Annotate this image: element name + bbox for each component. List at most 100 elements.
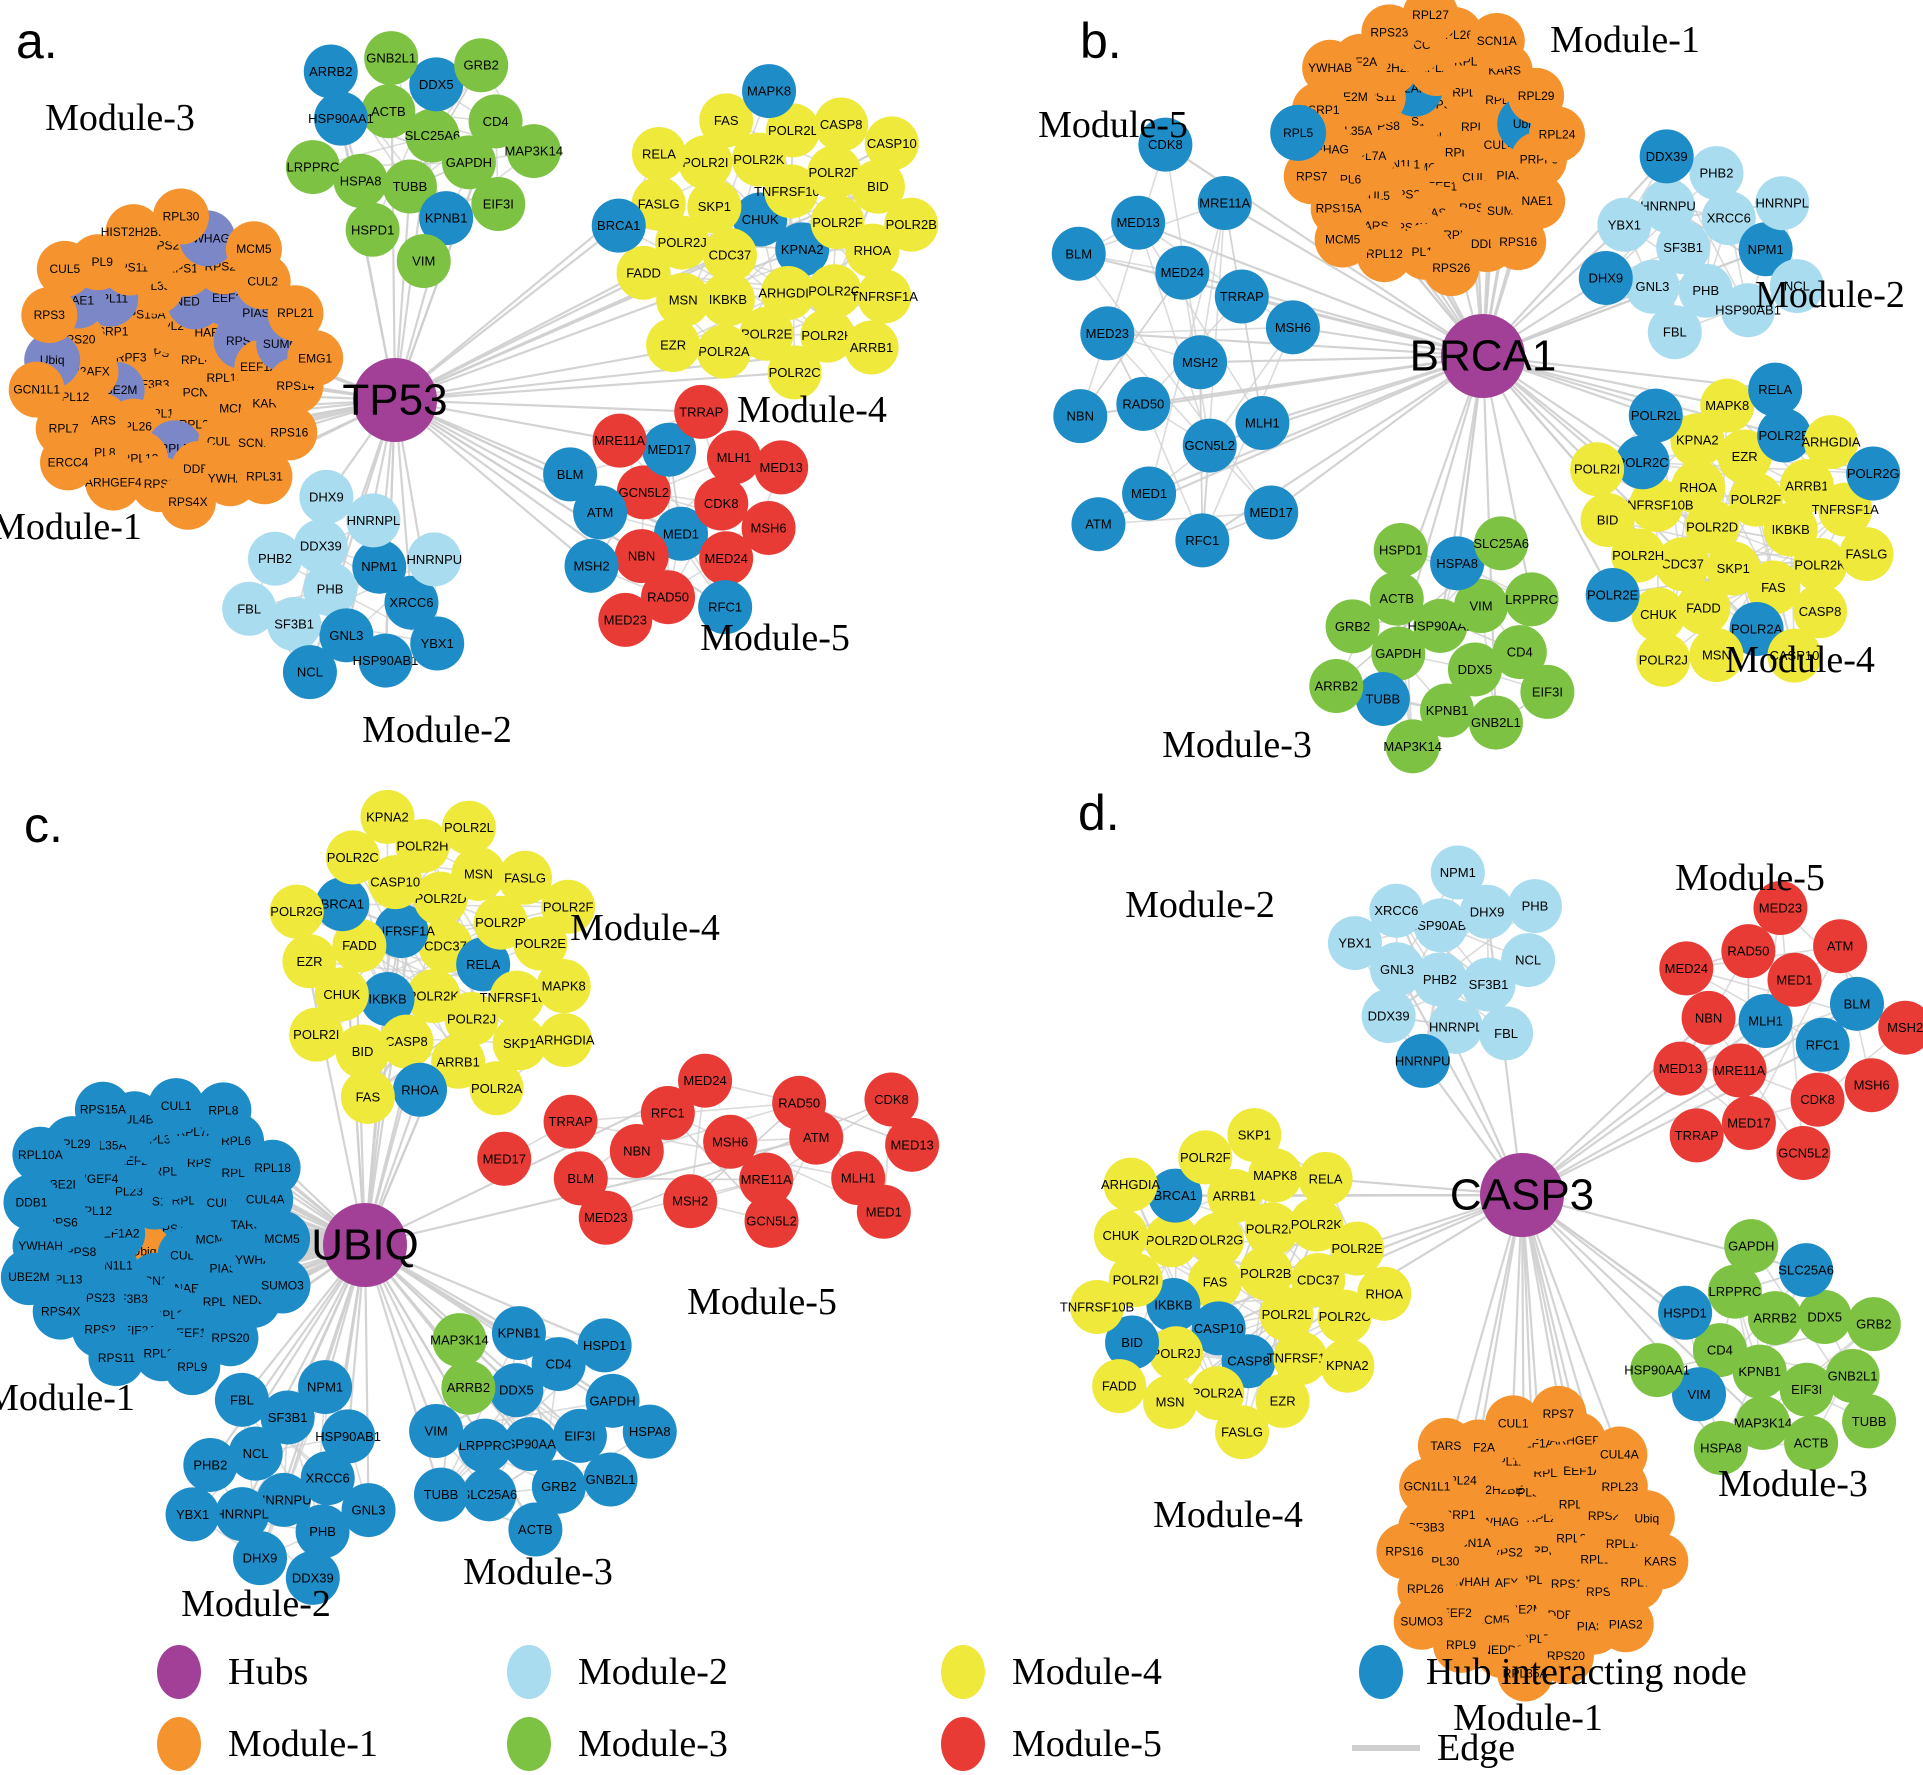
node-ARHGDIA bbox=[1103, 1157, 1158, 1212]
node-label: MED17 bbox=[647, 442, 690, 457]
node-NBN bbox=[609, 1124, 664, 1179]
node-DDX5 bbox=[489, 1363, 544, 1418]
node-MED17 bbox=[1244, 485, 1299, 540]
node-NBN bbox=[1053, 389, 1108, 444]
node-label: MLH1 bbox=[841, 1171, 876, 1186]
legend-label: Module-3 bbox=[578, 1723, 728, 1765]
node-POLR2B bbox=[1238, 1246, 1293, 1301]
edge-line bbox=[1137, 222, 1211, 446]
node-label: NBN bbox=[1067, 409, 1094, 424]
node-label: SF3B1 bbox=[268, 1410, 308, 1425]
node-DHX9 bbox=[1460, 884, 1515, 939]
node-label: EZR bbox=[296, 954, 322, 969]
hub-label: CASP3 bbox=[1450, 1171, 1594, 1220]
node-RHOA bbox=[1357, 1266, 1412, 1321]
node-label: DDX5 bbox=[419, 77, 454, 92]
node-label: NPM1 bbox=[307, 1380, 343, 1395]
node-label: CUL4A bbox=[1600, 1448, 1639, 1462]
node-ARRB1 bbox=[1207, 1169, 1262, 1224]
node-label: FADD bbox=[342, 938, 377, 953]
node-label: CD4 bbox=[483, 114, 509, 129]
edge-line bbox=[440, 1332, 520, 1495]
node-YWHAB bbox=[1302, 39, 1359, 96]
node-label: MCM5 bbox=[1325, 233, 1361, 247]
node-label: RPL26 bbox=[1407, 1582, 1444, 1596]
node-CUL5 bbox=[36, 240, 93, 297]
node-label: MRE11A bbox=[741, 1172, 792, 1187]
node-label: RPS4X bbox=[41, 1305, 80, 1319]
node-label: POLR2E bbox=[1587, 588, 1639, 603]
node-CDC37 bbox=[1655, 537, 1710, 592]
node-label: POLR2H bbox=[397, 838, 449, 853]
node-label: NCL bbox=[297, 665, 323, 680]
node-TARS bbox=[1417, 1417, 1474, 1474]
node-RPL31 bbox=[236, 448, 293, 505]
node-label: RPS26 bbox=[1432, 261, 1470, 275]
node-label: TUBB bbox=[393, 179, 428, 194]
node-label: POLR2D bbox=[1146, 1233, 1198, 1248]
module-d-module-3: KPNB1 ARRB2 EIF3I CD4 DDX5 MAP3K14 LRPPRC GNB2L… bbox=[1624, 1219, 1901, 1475]
node-TRRAP bbox=[543, 1094, 598, 1149]
node-MRE11A bbox=[739, 1152, 794, 1207]
node-IKBKB bbox=[1763, 502, 1818, 557]
node-SF3B1 bbox=[267, 596, 322, 651]
node-RAD50 bbox=[772, 1075, 827, 1130]
node-label: CUL5 bbox=[50, 262, 81, 276]
node-label: MED1 bbox=[1131, 486, 1167, 501]
node-label: TUBB bbox=[1852, 1414, 1887, 1429]
node-label: BID bbox=[352, 1044, 374, 1059]
hub-edge-line bbox=[1521, 1043, 1824, 1196]
node-label: ARRB1 bbox=[1785, 478, 1828, 493]
edge-line bbox=[1098, 511, 1272, 526]
node-label: POLR2L bbox=[768, 123, 818, 138]
node-label: YBX1 bbox=[1338, 936, 1371, 951]
node-label: SKP1 bbox=[1717, 561, 1750, 576]
node-label: MLH1 bbox=[717, 450, 752, 465]
node-label: HSP90AA1 bbox=[1407, 618, 1473, 633]
node-RPL27 bbox=[1402, 0, 1459, 44]
legend-label: Module-4 bbox=[1012, 1651, 1162, 1693]
node-label: POLR2C bbox=[1319, 1309, 1371, 1324]
node-ARHGDIA bbox=[537, 1013, 592, 1068]
node-GAPDH bbox=[441, 135, 496, 190]
node-label: CASP10 bbox=[1770, 648, 1820, 663]
node-label: NBN bbox=[1695, 1010, 1722, 1025]
module-c-module-2: HNRNPU NCL XRCC6 HNRNPL SF3B1 PHB PHB2 HSP90AB1… bbox=[165, 1360, 396, 1605]
node-RPS26 bbox=[1423, 240, 1480, 297]
node-label: LRPPRC bbox=[459, 1438, 512, 1453]
node-EIF3I bbox=[1520, 664, 1575, 719]
module-label: Module-5 bbox=[1675, 857, 1825, 899]
node-label: RFC1 bbox=[1806, 1037, 1840, 1052]
node-FASLG bbox=[631, 176, 686, 231]
node-ARHGEF4 bbox=[85, 454, 142, 511]
node-label: ACTB bbox=[1794, 1435, 1829, 1450]
edge-line bbox=[1748, 945, 1841, 1124]
node-EIF3I bbox=[1779, 1362, 1834, 1417]
node-POLR2C bbox=[1615, 435, 1670, 490]
edge-line bbox=[1137, 222, 1294, 329]
node-label: EIF3I bbox=[564, 1428, 595, 1443]
hub-edge-line bbox=[394, 398, 702, 413]
node-label: HNRNPU bbox=[256, 1492, 312, 1507]
node-MED17 bbox=[477, 1131, 532, 1186]
node-XRCC6 bbox=[300, 1451, 355, 1506]
panel-c: CDC37 POLR2K TNFRSF1A RELA IKBKB POLR2D POLR2J… bbox=[0, 789, 940, 1625]
node-label: FADD bbox=[1686, 600, 1721, 615]
node-label: GCN5L2 bbox=[618, 485, 669, 500]
node-DHX9 bbox=[233, 1531, 288, 1586]
node-MSN bbox=[1143, 1374, 1198, 1429]
node-PHB bbox=[295, 1504, 350, 1559]
node-label: BLM bbox=[557, 467, 584, 482]
node-KPNA2 bbox=[360, 789, 415, 844]
node-label: EIF3I bbox=[1791, 1382, 1822, 1397]
legend: Hubs Module-1 Module-2 Module-3 Module-4 Modu… bbox=[157, 1645, 1747, 1771]
node-DDX5 bbox=[1797, 1290, 1852, 1345]
node-label: RPS16 bbox=[270, 425, 308, 439]
node-HSP90AA1 bbox=[1630, 1343, 1685, 1398]
node-label: POLR2G bbox=[1847, 466, 1900, 481]
node-HSPA8 bbox=[333, 153, 388, 208]
node-EZR bbox=[1255, 1373, 1310, 1428]
legend-swatch-module1-icon bbox=[157, 1717, 201, 1771]
node-label: VIM bbox=[425, 1424, 448, 1439]
node-RELA bbox=[1298, 1151, 1353, 1206]
